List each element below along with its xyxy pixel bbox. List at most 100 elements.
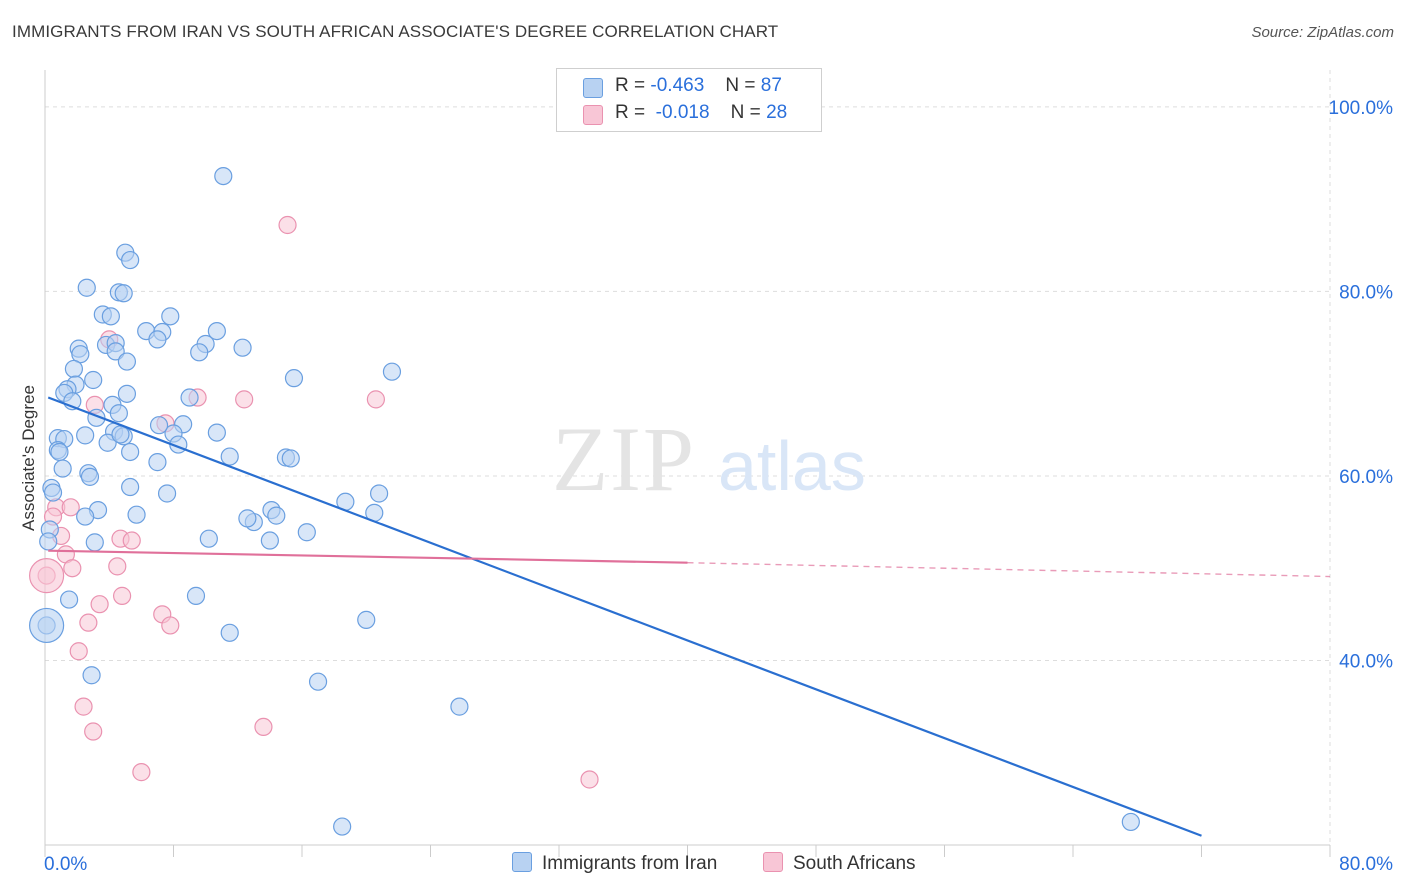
legend-swatch-iran	[583, 78, 603, 98]
bottom-legend-south-africans: South Africans	[763, 852, 916, 875]
iran-point	[238, 509, 257, 528]
iran-point	[157, 484, 177, 503]
south-african-point	[63, 559, 82, 578]
bottom-legend-label-iran: Immigrants from Iran	[542, 853, 718, 874]
watermark: ZIP atlas	[552, 408, 866, 510]
iran-point	[117, 384, 137, 403]
south-african-point	[366, 390, 385, 409]
iran-point	[233, 338, 252, 357]
iran-point	[53, 459, 72, 478]
legend-swatch-south-africans	[583, 105, 603, 125]
iran-point	[84, 370, 103, 390]
south-african-point	[84, 722, 103, 741]
iran-point	[148, 330, 167, 349]
legend-n-label: N =	[730, 102, 761, 123]
iran-point	[186, 586, 206, 605]
iran-point	[121, 442, 140, 462]
trend-line-iran	[47, 396, 1202, 837]
iran-point	[121, 477, 140, 497]
iran-point	[76, 507, 95, 526]
iran-point	[82, 666, 101, 685]
y-tick-label: 60.0%	[1339, 467, 1393, 488]
south-african-point	[112, 586, 132, 605]
iran-point	[180, 388, 199, 407]
iran-point	[207, 322, 226, 341]
trend-line-south-africans-extension	[687, 561, 1331, 578]
iran-point	[308, 672, 328, 691]
legend-r-label: R =	[615, 102, 646, 123]
south-african-point-large	[29, 557, 65, 594]
iran-point	[114, 284, 133, 303]
iran-point	[59, 590, 79, 609]
iran-point	[121, 250, 140, 270]
bottom-legend-iran: Immigrants from Iran	[512, 852, 717, 875]
x-tick-label: 0.0%	[44, 854, 87, 875]
iran-point	[85, 533, 104, 552]
south-african-point	[278, 215, 297, 235]
south-african-point	[90, 595, 109, 614]
bottom-legend-label-south-africans: South Africans	[793, 853, 916, 874]
iran-point	[50, 442, 69, 462]
iran-point	[80, 467, 100, 486]
south-african-point	[254, 717, 273, 737]
legend-r-label: R =	[615, 75, 646, 96]
iran-point	[98, 433, 117, 452]
iran-point	[101, 307, 120, 326]
bottom-legend-swatch-iran	[512, 852, 532, 872]
iran-point	[127, 505, 146, 524]
iran-point-large	[29, 607, 65, 644]
watermark-zip: ZIP	[552, 408, 696, 510]
series-iran-points	[29, 167, 1140, 836]
trend-lines	[47, 396, 1331, 837]
iran-point	[190, 343, 209, 362]
iran-point	[220, 623, 239, 642]
legend-r-value-iran: -0.463	[650, 75, 705, 96]
legend-r-value-south-africans: -0.018	[655, 102, 710, 123]
chart-title: IMMIGRANTS FROM IRAN VS SOUTH AFRICAN AS…	[12, 22, 779, 41]
source-label: Source: ZipAtlas.com	[1251, 24, 1394, 41]
y-tick-label: 40.0%	[1339, 651, 1393, 672]
x-tick-label: 80.0%	[1339, 854, 1393, 875]
trend-line-south-africans	[48, 549, 688, 564]
iran-point	[382, 362, 402, 381]
iran-point	[39, 532, 58, 551]
iran-point	[450, 697, 469, 716]
iran-point	[117, 352, 137, 371]
legend-n-label: N =	[725, 75, 756, 96]
tick-labels: 100.0% 80.0% 60.0% 40.0% 0.0% 80.0%	[44, 98, 1393, 875]
legend-n-value-south-africans: 28	[766, 102, 788, 123]
iran-point	[161, 307, 180, 326]
south-african-point	[74, 697, 93, 716]
y-tick-label: 80.0%	[1339, 282, 1393, 303]
axes	[44, 70, 1331, 857]
iran-point	[267, 506, 286, 525]
south-african-point	[108, 557, 127, 576]
iran-point	[333, 817, 352, 836]
iran-point	[220, 447, 239, 466]
watermark-atlas: atlas	[718, 427, 866, 505]
correlation-legend: R = -0.463 N = 87 R = -0.018 N = 28	[556, 68, 822, 132]
south-african-point	[122, 531, 141, 550]
iran-point	[260, 531, 279, 550]
south-african-point	[235, 390, 254, 409]
iran-point	[109, 404, 128, 423]
series-south-africans-points	[29, 215, 599, 789]
iran-point	[284, 369, 304, 388]
south-african-point	[69, 642, 88, 661]
iran-point	[106, 342, 125, 361]
iran-point	[76, 426, 95, 445]
y-axis-label: Associate's Degree	[19, 385, 38, 531]
y-tick-label: 100.0%	[1329, 98, 1394, 119]
iran-point	[357, 610, 376, 629]
iran-point	[77, 278, 96, 297]
iran-point	[199, 529, 218, 548]
iran-point	[148, 453, 167, 472]
iran-point	[281, 449, 300, 468]
iran-point	[64, 359, 84, 379]
iran-point	[149, 416, 169, 435]
south-african-point	[79, 613, 98, 632]
south-african-point	[580, 770, 599, 789]
south-african-point	[61, 498, 80, 517]
south-african-point	[161, 616, 180, 635]
